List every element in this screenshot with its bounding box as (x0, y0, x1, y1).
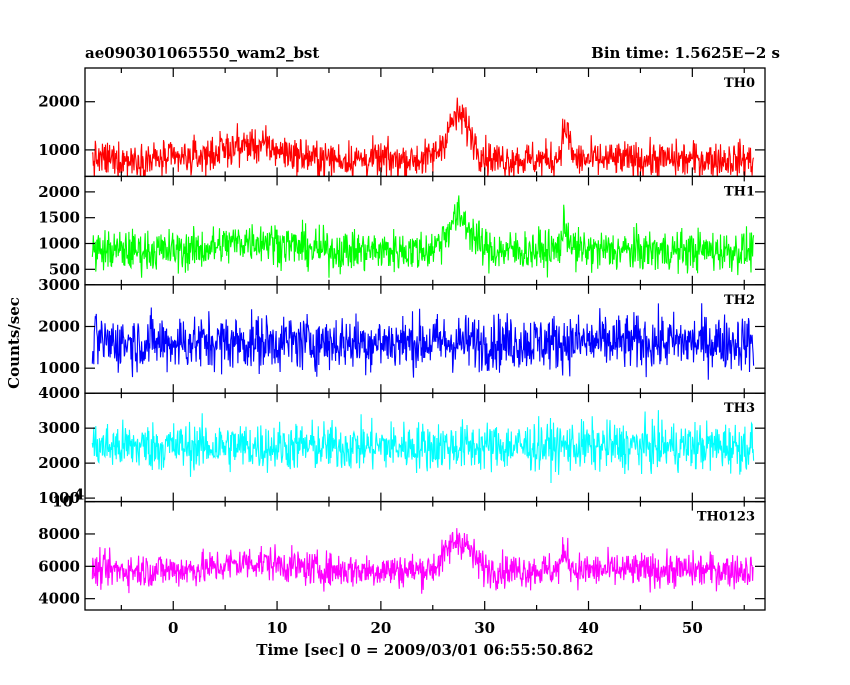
x-tick-label: 20 (370, 619, 391, 637)
x-axis-label: Time [sec] 0 = 2009/03/01 06:55:50.862 (256, 641, 593, 659)
series-line-th0 (91, 97, 755, 177)
panel-frame-th0123 (84, 500, 766, 611)
y-axis-label: Counts/sec (5, 297, 23, 389)
bin-time-label: Bin time: 1.5625E−2 s (591, 44, 780, 62)
panel-label-th3: TH3 (724, 401, 755, 416)
y-tick-label: 2000 (38, 454, 80, 472)
series-line-th1 (91, 195, 755, 278)
x-tick-label: 40 (578, 619, 599, 637)
panel-label-th0: TH0 (724, 76, 755, 91)
y-tick-label: 2000 (38, 183, 80, 201)
series-line-th0123 (91, 528, 754, 594)
y-tick-label: 1000 (38, 359, 80, 377)
y-tick-label: 4000 (38, 590, 80, 608)
y-tick-label: 10 (52, 493, 73, 511)
y-tick-label: 6000 (38, 557, 80, 575)
y-tick-label: 1000 (38, 489, 80, 507)
y-tick-label: 1500 (38, 209, 80, 227)
y-tick-label: 4000 (38, 384, 80, 402)
y-tick-label: 8000 (38, 525, 80, 543)
y-tick-label: 2000 (38, 317, 80, 335)
y-tick-label: 3000 (38, 419, 80, 437)
x-tick-label: 30 (474, 619, 495, 637)
y-tick-label-exponent: 4 (74, 486, 84, 504)
panel-frame-th1 (84, 175, 766, 286)
y-tick-label: 1000 (38, 141, 80, 159)
series-line-th3 (91, 410, 755, 484)
x-tick-label: 10 (267, 619, 288, 637)
y-tick-label: 3000 (38, 276, 80, 294)
chart-title: ae090301065550_wam2_bst (85, 44, 319, 62)
x-tick-label: 0 (168, 619, 178, 637)
series-line-th2 (91, 303, 755, 380)
x-tick-label: 50 (682, 619, 703, 637)
y-tick-label: 2000 (38, 93, 80, 111)
panel-label-th0123: TH0123 (697, 510, 755, 525)
panel-label-th1: TH1 (724, 184, 755, 199)
y-tick-label: 1000 (38, 235, 80, 253)
y-tick-label: 500 (49, 260, 80, 278)
panel-label-th2: TH2 (724, 293, 755, 308)
